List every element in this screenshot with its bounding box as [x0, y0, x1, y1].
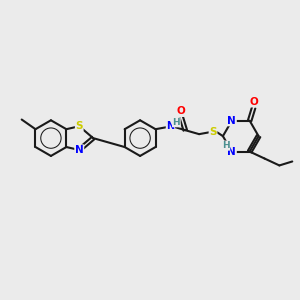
Text: H: H [222, 141, 230, 150]
Text: N: N [75, 145, 84, 155]
Text: O: O [249, 97, 258, 107]
Text: H: H [172, 118, 180, 127]
Text: S: S [76, 121, 83, 131]
Text: N: N [227, 147, 236, 157]
Text: N: N [166, 121, 175, 131]
Text: N: N [227, 116, 236, 126]
Text: O: O [177, 106, 186, 116]
Text: S: S [209, 127, 217, 137]
